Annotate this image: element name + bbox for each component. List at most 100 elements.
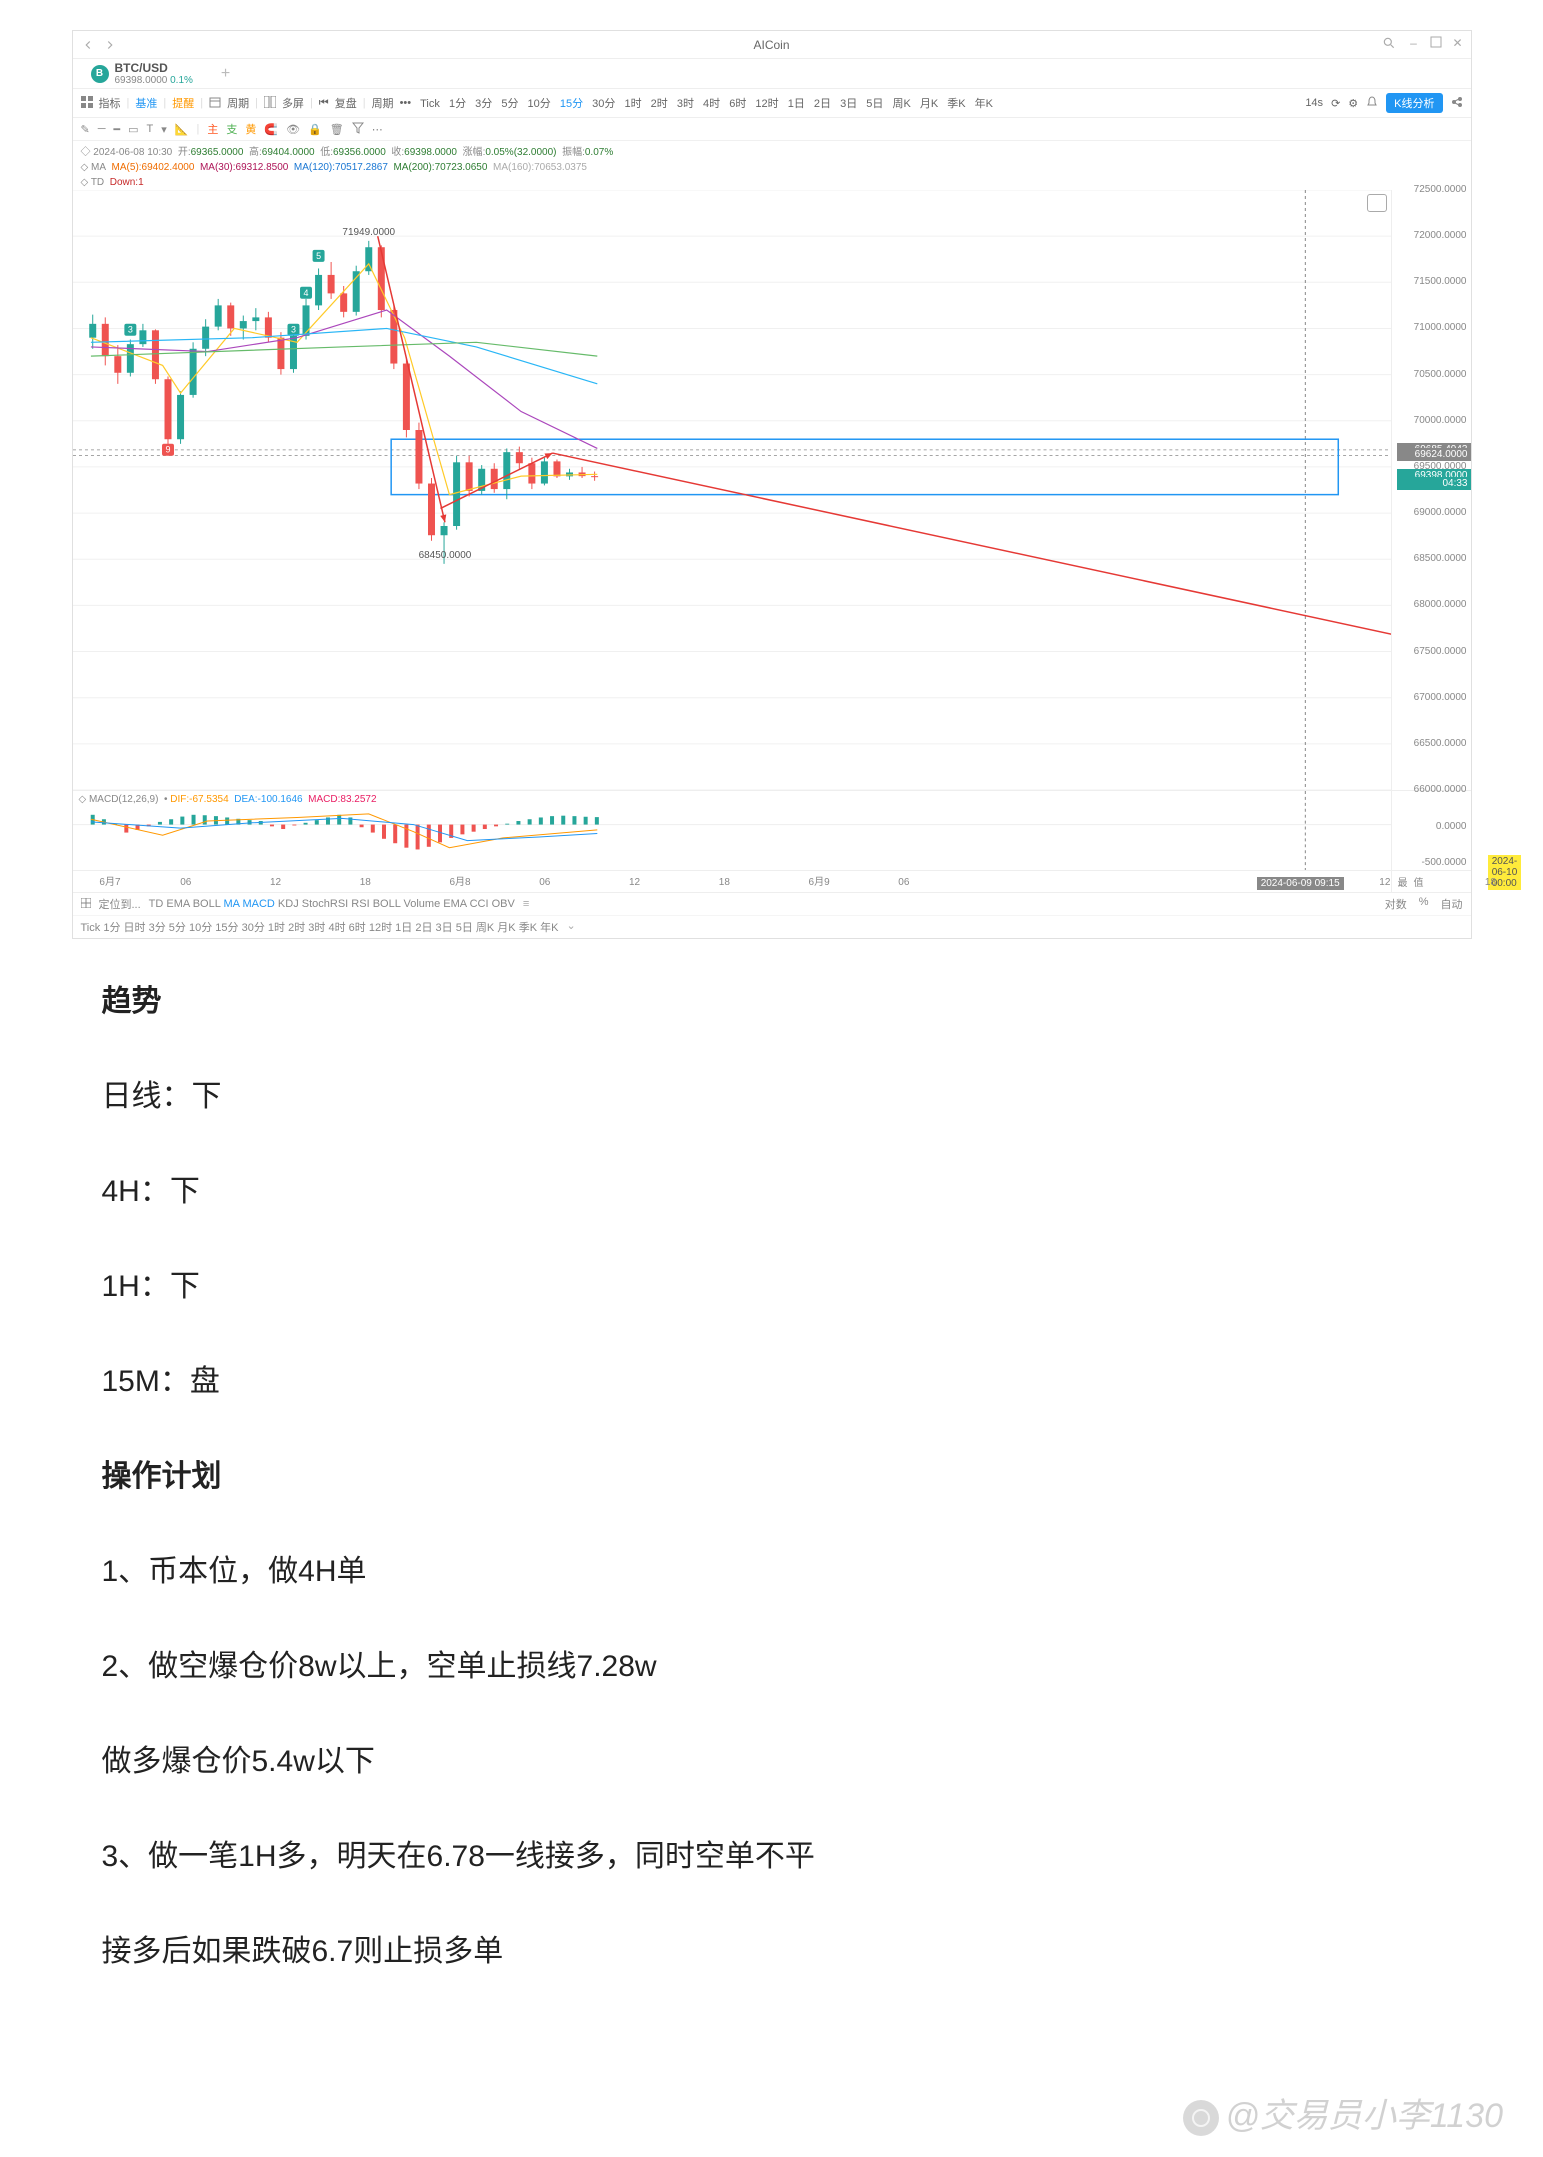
indicator-option[interactable]: KDJ — [278, 898, 299, 910]
bottom-timeframe-option[interactable]: 年K — [540, 922, 558, 934]
forward-icon[interactable] — [103, 38, 117, 52]
toolbar-indicator[interactable]: 指标 — [99, 95, 121, 111]
bottom-timeframe-option[interactable]: Tick — [81, 922, 101, 934]
bottom-timeframe-option[interactable]: 2时 — [288, 922, 305, 934]
filter-icon[interactable] — [352, 122, 364, 137]
search-icon[interactable] — [1382, 36, 1396, 53]
multi-icon[interactable] — [264, 96, 276, 111]
settings-icon[interactable]: ⚙ — [1348, 97, 1358, 110]
indicator-option[interactable]: StochRSI — [302, 898, 348, 910]
bottom-timeframe-option[interactable]: 1时 — [268, 922, 285, 934]
timeframe-option[interactable]: 季K — [944, 97, 968, 111]
timeframe-option[interactable]: 1日 — [785, 97, 808, 111]
indicator-option[interactable]: EMA — [166, 898, 189, 910]
minimize-icon[interactable]: – — [1406, 36, 1420, 53]
bottom-timeframe-option[interactable]: 3日 — [436, 922, 453, 934]
grid-small-icon[interactable] — [81, 898, 91, 911]
timeframe-option[interactable]: 2日 — [811, 97, 834, 111]
ruler-icon[interactable]: 📐 — [175, 123, 189, 136]
toolbar-grid-icon[interactable] — [81, 96, 93, 111]
toolbar-more[interactable]: ••• — [400, 97, 412, 109]
indicator-option[interactable]: MACD — [242, 898, 274, 910]
timeframe-option[interactable]: 6时 — [726, 97, 749, 111]
drawing-zhu[interactable]: 主 — [207, 121, 218, 137]
timeframe-option[interactable]: 12时 — [752, 97, 781, 111]
timeframe-option[interactable]: 3时 — [674, 97, 697, 111]
toolbar-replay[interactable]: 复盘 — [335, 95, 357, 111]
timeframe-option[interactable]: 1分 — [446, 97, 469, 111]
add-tab-icon[interactable]: + — [221, 65, 230, 83]
replay-icon[interactable]: ⏮ — [319, 97, 329, 110]
auto-toggle[interactable]: 自动 — [1441, 896, 1463, 912]
timeframe-option[interactable]: 30分 — [589, 97, 618, 111]
indicator-option[interactable]: TD — [149, 898, 164, 910]
text-icon[interactable]: T — [147, 123, 154, 135]
line-icon[interactable]: ─ — [98, 123, 106, 135]
rect-icon[interactable]: ▭ — [128, 123, 138, 136]
indicator-option[interactable]: CCI — [470, 898, 489, 910]
bottom-timeframe-option[interactable]: 1日 — [395, 922, 412, 934]
maximize-icon[interactable] — [1430, 36, 1442, 53]
back-icon[interactable] — [81, 38, 95, 52]
timeframe-option[interactable]: 10分 — [525, 97, 554, 111]
timeframe-option[interactable]: 2时 — [648, 97, 671, 111]
bottom-timeframe-option[interactable]: 10分 — [189, 922, 212, 934]
pct-toggle[interactable]: % — [1419, 896, 1429, 912]
bottom-timeframe-option[interactable]: 3时 — [308, 922, 325, 934]
log-toggle[interactable]: 对数 — [1385, 896, 1407, 912]
bottom-timeframe-option[interactable]: 15分 — [215, 922, 238, 934]
timeframe-option[interactable]: 年K — [972, 97, 996, 111]
drawing-fu[interactable]: 支 — [226, 121, 237, 137]
calendar-icon[interactable] — [209, 96, 221, 111]
goto-label[interactable]: 定位到... — [99, 896, 141, 912]
toolbar-alert[interactable]: 提醒 — [172, 95, 194, 111]
toolbar-cycle[interactable]: 周期 — [227, 95, 249, 111]
eye-icon[interactable]: 👁 — [286, 123, 300, 136]
timeframe-option[interactable]: 周K — [889, 97, 913, 111]
refresh-icon[interactable]: ⟳ — [1331, 97, 1340, 110]
timeframe-option[interactable]: 5日 — [863, 97, 886, 111]
bottom-timeframe-option[interactable]: 1分 — [103, 922, 120, 934]
bottom-timeframe-option[interactable]: 12时 — [369, 922, 392, 934]
timeframe-option[interactable]: 3分 — [472, 97, 495, 111]
bottom-tf-close-icon[interactable]: ⌄ — [566, 919, 575, 935]
timeframe-option[interactable]: 15分 — [557, 97, 586, 111]
price-chart[interactable]: 3934571949.000068450.0000 — [73, 190, 1391, 790]
bottom-more-icon[interactable]: ≡ — [523, 898, 529, 910]
timeframe-option[interactable]: Tick — [417, 97, 443, 111]
bottom-timeframe-option[interactable]: 5分 — [169, 922, 186, 934]
indicator-option[interactable]: MA — [224, 898, 240, 910]
indicator-option[interactable]: RSI — [351, 898, 369, 910]
indicator-option[interactable]: BOLL — [193, 898, 221, 910]
toolbar-benchmark[interactable]: 基准 — [135, 95, 157, 111]
indicator-option[interactable]: BOLL — [373, 898, 401, 910]
indicator-option[interactable]: OBV — [492, 898, 515, 910]
bottom-timeframe-option[interactable]: 周K — [476, 922, 494, 934]
indicator-option[interactable]: EMA — [443, 898, 466, 910]
bottom-timeframe-option[interactable]: 5日 — [456, 922, 473, 934]
drawing-huang[interactable]: 黄 — [245, 121, 256, 137]
k-analysis-button[interactable]: K线分析 — [1386, 93, 1442, 113]
timeframe-option[interactable]: 5分 — [498, 97, 521, 111]
toolbar-multi[interactable]: 多屏 — [282, 95, 304, 111]
magnet-icon[interactable]: 🧲 — [264, 123, 278, 136]
lock-icon[interactable]: 🔒 — [308, 123, 322, 136]
bottom-timeframe-option[interactable]: 季K — [519, 922, 537, 934]
bottom-timeframe-option[interactable]: 2日 — [415, 922, 432, 934]
more-tools-icon[interactable]: ⋯ — [372, 123, 383, 136]
pencil-icon[interactable]: ✎ — [81, 123, 90, 136]
bottom-timeframe-option[interactable]: 4时 — [328, 922, 345, 934]
trash-icon[interactable]: 🗑 — [330, 123, 344, 136]
bell-icon[interactable] — [1366, 96, 1378, 111]
timeframe-option[interactable]: 月K — [917, 97, 941, 111]
hline-icon[interactable]: ━ — [114, 123, 121, 136]
macd-chart[interactable]: ◇ MACD(12,26,9) • DIF:-67.5354 DEA:-100.… — [73, 791, 1391, 870]
symbol-tab[interactable]: B BTC/USD 69398.0000 0.1% — [81, 59, 203, 88]
timeframe-option[interactable]: 1时 — [621, 97, 644, 111]
close-icon[interactable]: ✕ — [1452, 36, 1462, 53]
timeframe-option[interactable]: 4时 — [700, 97, 723, 111]
bottom-timeframe-option[interactable]: 3分 — [149, 922, 166, 934]
bottom-timeframe-option[interactable]: 6时 — [349, 922, 366, 934]
bottom-timeframe-option[interactable]: 日时 — [124, 922, 146, 934]
timeframe-option[interactable]: 3日 — [837, 97, 860, 111]
